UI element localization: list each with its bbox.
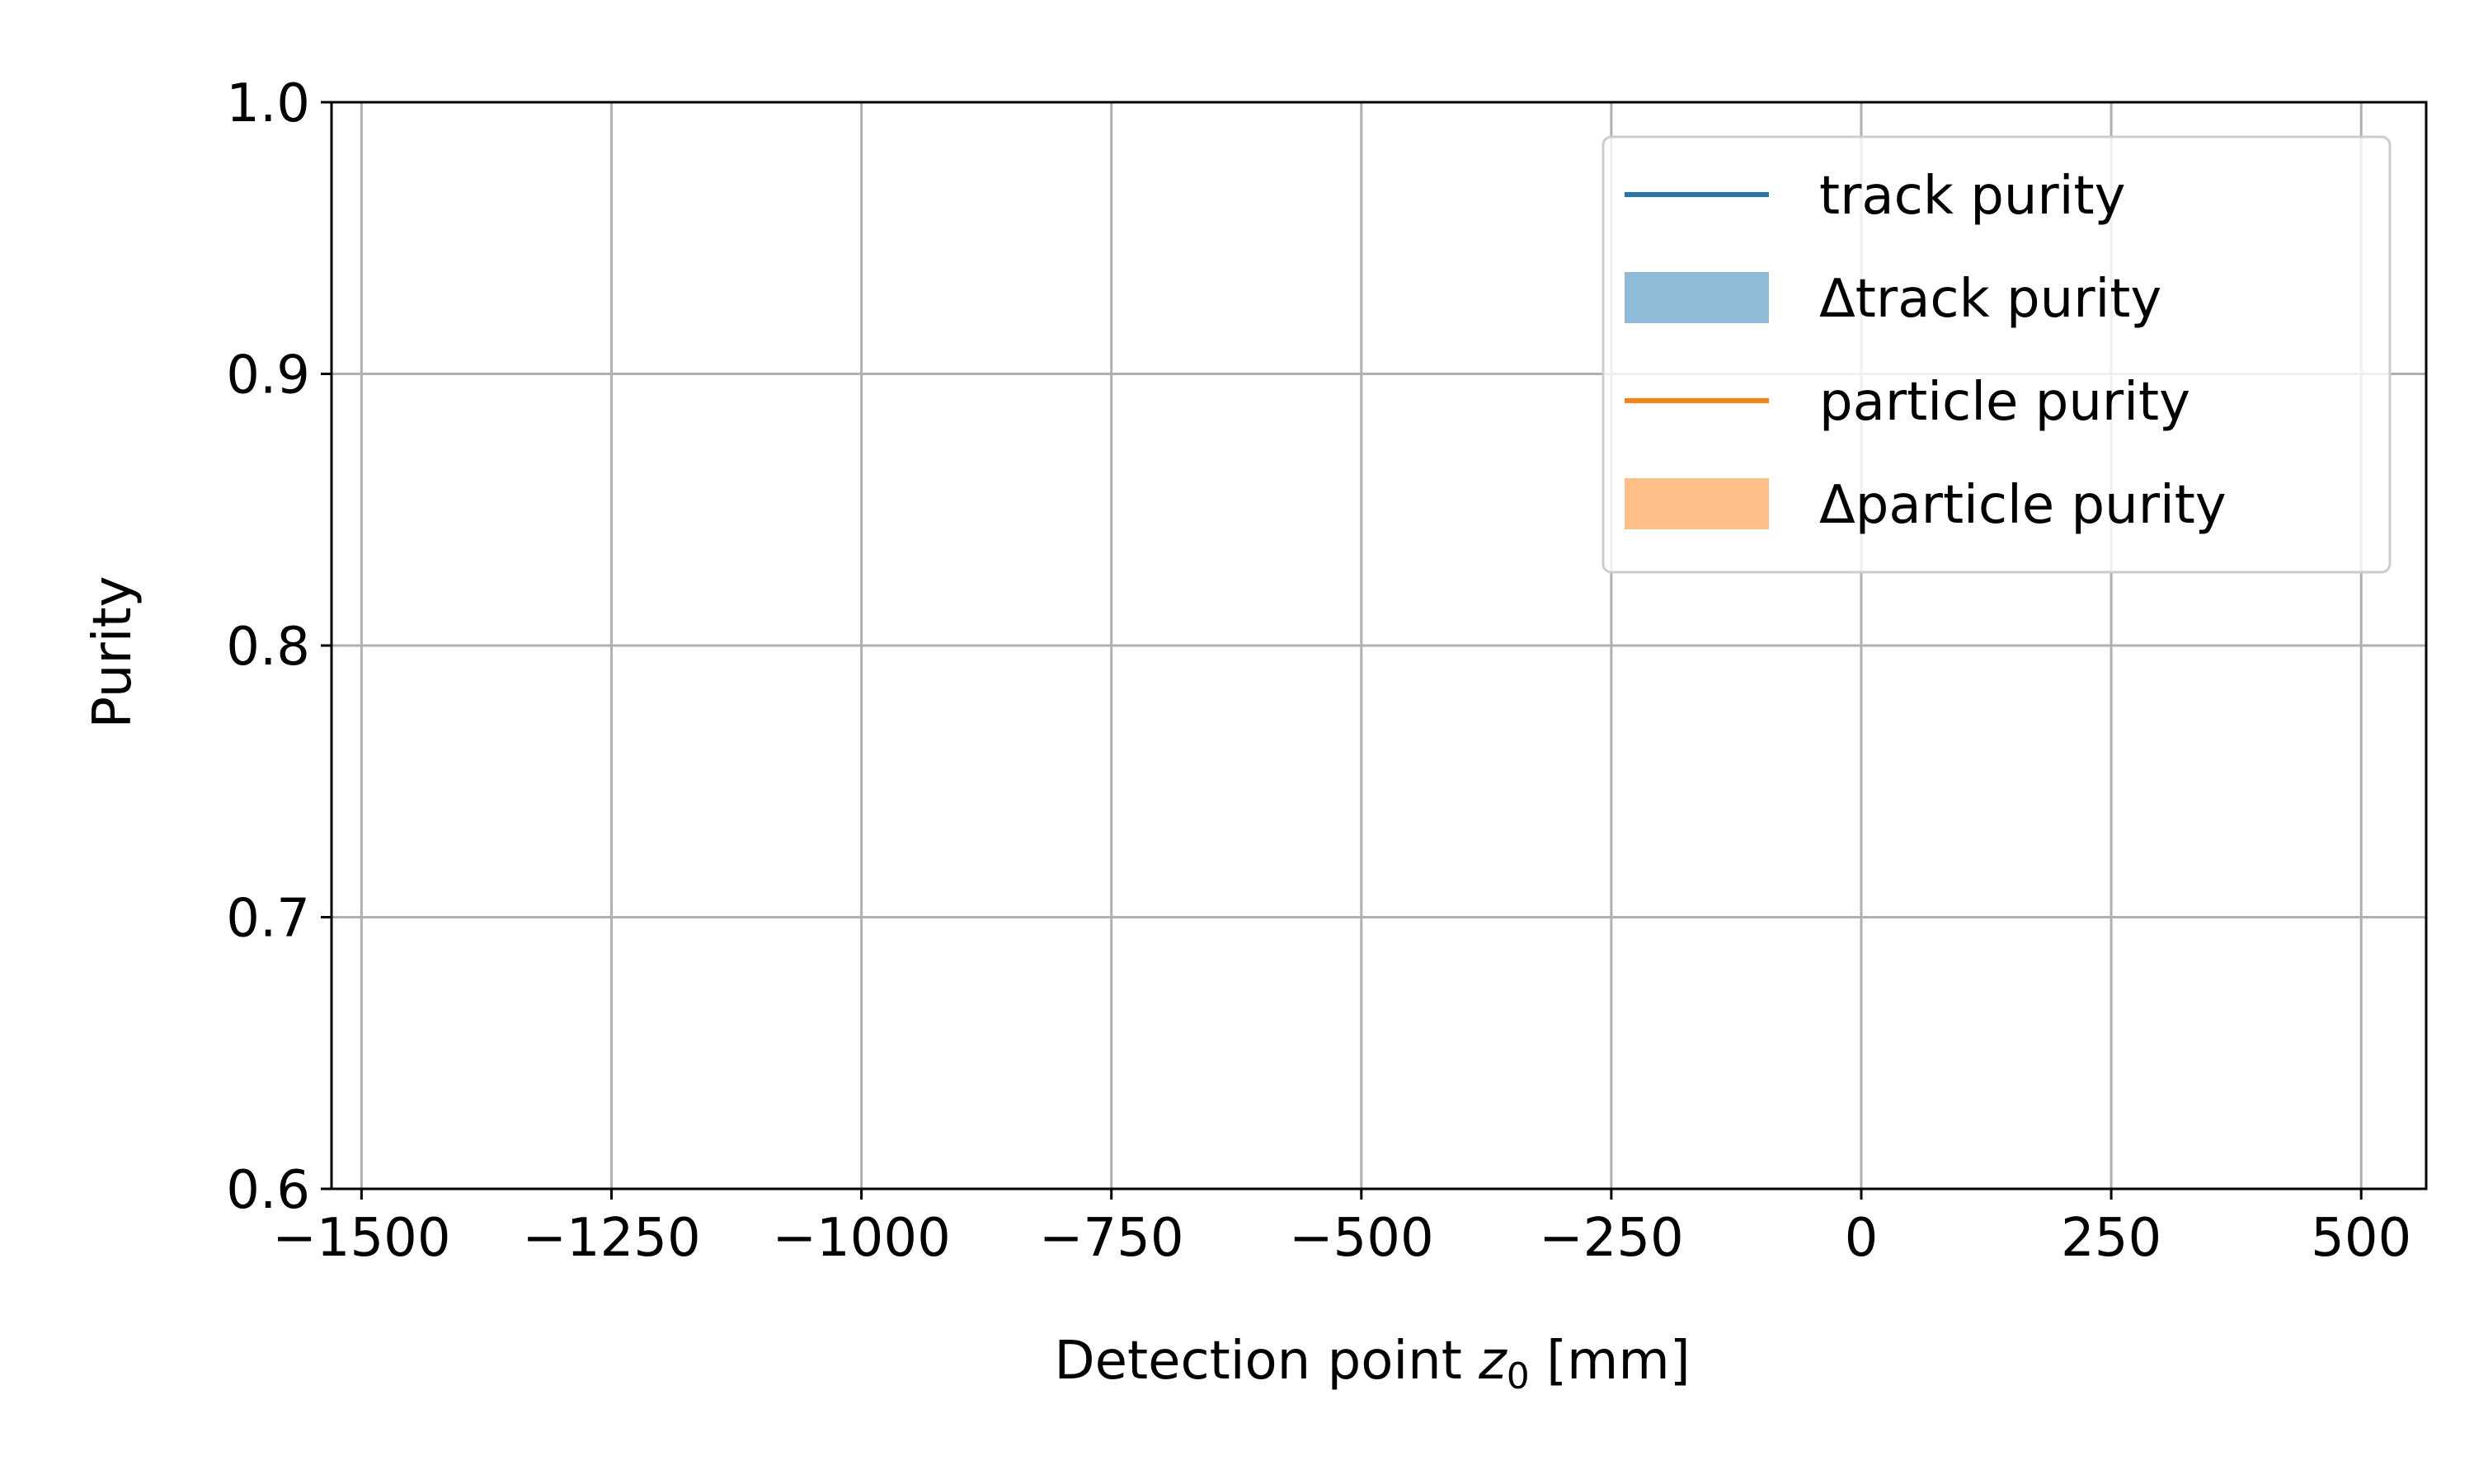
- legend: track purity Δtrack purity particle purity…: [1602, 135, 2392, 574]
- legend-entry-label: particle purity: [1819, 372, 2190, 433]
- legend-frame: [1602, 135, 2392, 574]
- y-tick-label: 0.7: [226, 889, 310, 950]
- legend-entry-label: track purity: [1819, 166, 2125, 227]
- x-tick-label: 500: [2311, 1208, 2411, 1269]
- y-tick-label: 0.6: [226, 1160, 310, 1221]
- x-tick-label: −1000: [772, 1208, 951, 1269]
- x-tick-label: −750: [1039, 1208, 1184, 1269]
- legend-entry-label: Δtrack purity: [1819, 269, 2161, 330]
- y-axis: 0.6 0.7 0.8 0.9 1.0: [226, 73, 332, 1221]
- x-axis-label: Detection point z0 [mm]: [1054, 1331, 1690, 1397]
- x-tick-label: 250: [2061, 1208, 2161, 1269]
- legend-patch-swatch: [1625, 478, 1769, 529]
- legend-entry-label: Δparticle purity: [1819, 475, 2227, 536]
- y-tick-label: 0.9: [226, 345, 310, 406]
- y-tick-label: 0.8: [226, 617, 310, 678]
- x-tick-label: −1250: [522, 1208, 701, 1269]
- x-axis: −1500 −1250 −1000 −750 −500 −250 0 250 500: [272, 1189, 2411, 1269]
- x-tick-label: −500: [1289, 1208, 1434, 1269]
- x-tick-label: −250: [1539, 1208, 1684, 1269]
- legend-patch-swatch: [1625, 272, 1769, 323]
- x-tick-label: −1500: [272, 1208, 451, 1269]
- y-tick-label: 1.0: [226, 73, 310, 134]
- y-axis-label: Purity: [82, 575, 143, 728]
- x-tick-label: 0: [1845, 1208, 1879, 1269]
